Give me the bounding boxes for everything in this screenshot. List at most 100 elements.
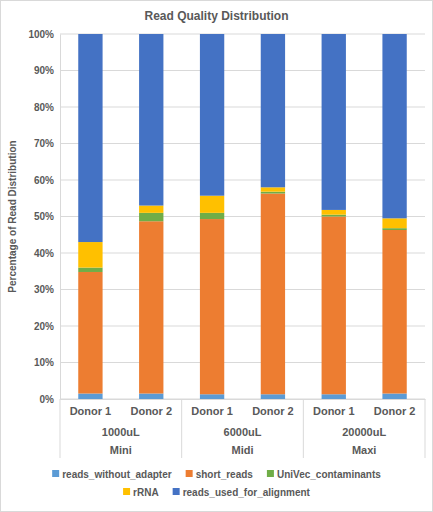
grid-line	[60, 289, 425, 290]
bar	[78, 394, 102, 399]
legend-swatch	[52, 470, 59, 477]
bar	[261, 34, 285, 187]
chart: Read Quality Distribution Percentage of R…	[0, 0, 433, 512]
legend-label: reads_without_adapter	[62, 469, 172, 480]
legend-label: reads_used_for_alignment	[183, 487, 311, 498]
legend-row: reads_without_adapter short_reads UniVec_c…	[52, 469, 381, 480]
bar	[78, 34, 102, 242]
bar	[200, 394, 224, 399]
legend-label: rRNA	[133, 487, 159, 498]
y-tick: 80%	[34, 102, 60, 113]
title: Read Quality Distribution	[144, 9, 288, 23]
grid-line	[60, 34, 425, 35]
bar	[261, 187, 285, 191]
y-tick-label: 30%	[34, 284, 54, 295]
x-axis: Donor 1 Donor 2 Donor 1 Donor 2 Donor 1 Donor…	[61, 399, 426, 417]
bar	[322, 394, 346, 399]
y-tick-label: 90%	[34, 65, 54, 76]
x-tick-label: Donor 2	[130, 405, 172, 417]
legend-swatch	[173, 488, 180, 495]
bar	[78, 268, 102, 272]
bar	[261, 192, 285, 194]
grid-line	[60, 143, 425, 144]
bar	[139, 34, 163, 206]
bar	[322, 215, 346, 217]
super-group-label: Maxi	[352, 444, 376, 456]
bar	[139, 213, 163, 221]
grid-line	[60, 399, 425, 400]
bar	[200, 196, 224, 213]
bar	[78, 242, 102, 268]
group-separator	[425, 399, 426, 458]
series	[78, 194, 407, 395]
y-tick: 60%	[34, 175, 60, 186]
group-label: 20000uL	[342, 426, 386, 438]
legend-label: UniVec_contaminants	[277, 469, 381, 480]
grid-line	[60, 216, 425, 217]
grid	[60, 34, 425, 399]
grid-line	[60, 362, 425, 363]
bar	[261, 394, 285, 399]
series	[78, 394, 407, 399]
y-tick-label: 80%	[34, 102, 54, 113]
y-tick: 100%	[28, 29, 60, 40]
x-tick-label: Donor 2	[374, 405, 416, 417]
y-axis-title: Percentage of Read Distribution	[7, 140, 18, 292]
y-tick-label: 40%	[34, 248, 54, 259]
bar	[200, 219, 224, 394]
bar	[322, 34, 346, 210]
super-group-label: Mini	[110, 444, 132, 456]
bar	[382, 218, 406, 228]
legend-swatch	[267, 470, 274, 477]
x-tick-label: Donor 1	[191, 405, 233, 417]
legend-item: short_reads	[186, 469, 254, 480]
y-tick-label: 20%	[34, 321, 54, 332]
group-label: 6000uL	[224, 426, 262, 438]
legend-swatch	[123, 488, 130, 495]
legend-swatch	[186, 470, 193, 477]
x-tick: Donor 1	[191, 399, 233, 417]
y-tick: 10%	[34, 357, 60, 368]
y-tick: 30%	[34, 284, 60, 295]
bar	[78, 272, 102, 394]
group-label: 1000uL	[102, 426, 140, 438]
bar	[382, 230, 406, 394]
x-tick: Donor 2	[130, 399, 172, 417]
y-tick: 50%	[34, 211, 60, 222]
x-axis-line	[61, 399, 426, 400]
bars	[78, 34, 407, 399]
group-separator	[303, 399, 304, 458]
y-tick-label: 0%	[40, 394, 55, 405]
x-tick: Donor 2	[252, 399, 294, 417]
y-axis-line	[60, 35, 61, 400]
bar	[139, 221, 163, 393]
bar	[322, 217, 346, 395]
y-tick-label: 10%	[34, 357, 54, 368]
grid-line	[60, 326, 425, 327]
legend-label: short_reads	[196, 469, 254, 480]
chart-border	[1, 1, 433, 512]
bar	[382, 34, 406, 218]
x-tick: Donor 1	[313, 399, 355, 417]
y-tick: 70%	[34, 138, 60, 149]
x-tick-label: Donor 2	[252, 405, 294, 417]
legend-item: UniVec_contaminants	[267, 469, 381, 480]
legend-item: reads_without_adapter	[52, 469, 172, 480]
y-tick: 90%	[34, 65, 60, 76]
x-groups: 1000uLMini6000uLMidi20000uLMaxi	[60, 399, 425, 458]
y-tick: 40%	[34, 248, 60, 259]
series	[78, 192, 407, 272]
y-tick-label: 60%	[34, 175, 54, 186]
legend-item: rRNA	[123, 487, 159, 498]
bar	[200, 213, 224, 219]
legend: reads_without_adapter short_reads UniVec_c…	[52, 469, 381, 498]
series	[78, 187, 407, 267]
bar	[261, 194, 285, 395]
x-tick: Donor 2	[374, 399, 416, 417]
legend-item: reads_used_for_alignment	[173, 487, 311, 498]
x-tick-label: Donor 1	[313, 405, 355, 417]
x-tick-label: Donor 1	[70, 405, 112, 417]
y-tick-label: 50%	[34, 211, 54, 222]
grid-line	[60, 180, 425, 181]
bar	[322, 210, 346, 215]
